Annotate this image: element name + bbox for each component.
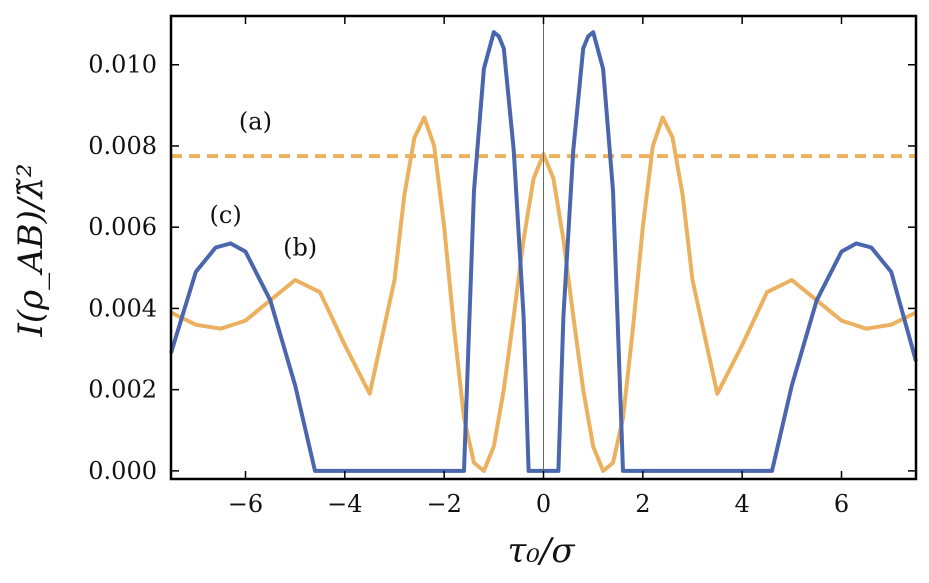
y-axis-label: I(ρ_AB)/λ̃² [11,163,51,337]
x-tick-label: 4 [735,490,750,518]
x-tick-label: 2 [635,490,650,518]
x-tick-label: −2 [426,490,461,518]
x-tick-label: −6 [228,490,263,518]
y-tick-label: 0.002 [88,376,157,404]
x-tick-label: −4 [327,490,362,518]
y-tick-label: 0.010 [88,51,157,79]
x-tick-label: 0 [536,490,551,518]
y-tick-label: 0.008 [88,132,157,160]
annotation-b: (b) [283,234,317,262]
x-axis-label: τ₀/σ [507,531,575,571]
annotation-layer: (a) (b) (c) [210,108,318,262]
y-tick-label: 0.006 [88,213,157,241]
x-tick-label: 6 [834,490,849,518]
annotation-c: (c) [210,201,242,229]
tick-layer: −6 −4 −2 0 2 4 6 0.000 0.002 0.004 0.006 0.008 0.010 [88,16,916,518]
annotation-a: (a) [239,108,272,136]
y-tick-label: 0.000 [88,457,157,485]
y-tick-label: 0.004 [88,294,157,322]
